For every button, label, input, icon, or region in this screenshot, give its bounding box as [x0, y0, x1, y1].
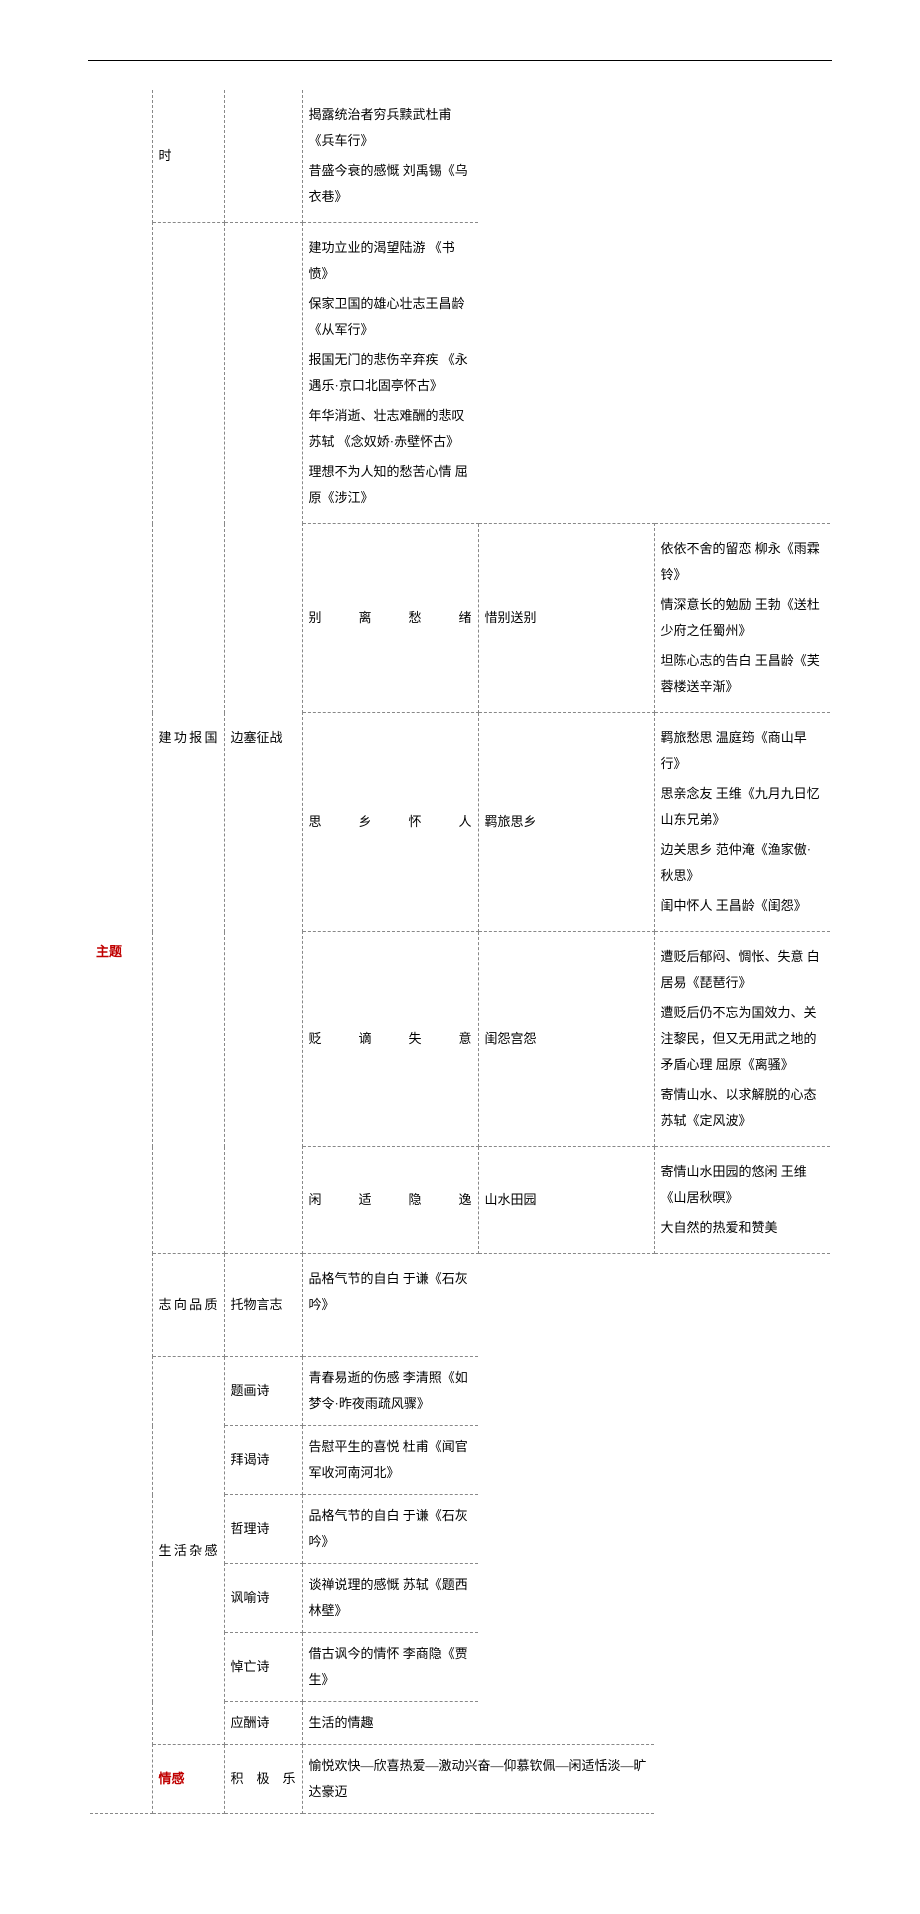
emotion-label: 情感 [159, 1771, 185, 1786]
theme-label: 主题 [96, 944, 122, 959]
content-cell: 愉悦欢快—欣喜热爱—激动兴奋—仰慕钦佩—闲适恬淡—旷达豪迈 [302, 1745, 654, 1814]
content-line: 保家卫国的雄心壮志王昌龄 《从军行》 [309, 291, 473, 343]
content-cell: 羁旅愁思 温庭筠《商山早行》 思亲念友 王维《九月九日忆山东兄弟》 边关思乡 范… [654, 713, 830, 932]
content-line: 昔盛今衰的感慨 刘禹锡《乌衣巷》 [309, 158, 473, 210]
subcategory-cell: 哲理诗 [224, 1495, 302, 1564]
content-line: 思亲念友 王维《九月九日忆山东兄弟》 [661, 781, 825, 833]
category-cell: 积极乐 [224, 1745, 302, 1814]
table-row: 建功报国 边塞征战 建功立业的渴望陆游 《书愤》 保家卫国的雄心壮志王昌龄 《从… [90, 223, 830, 524]
content-cell: 依依不舍的留恋 柳永《雨霖铃》 情深意长的勉励 王勃《送杜少府之任蜀州》 坦陈心… [654, 524, 830, 713]
subcategory-cell: 边塞征战 [224, 223, 302, 1254]
document-page: 主题 时 揭露统治者穷兵黩武杜甫《兵车行》 昔盛今衰的感慨 刘禹锡《乌衣巷》 建… [0, 0, 920, 1914]
content-line: 遭贬后仍不忘为国效力、关注黎民，但又无用武之地的矛盾心理 屈原《离骚》 [661, 1000, 825, 1078]
subcategory-cell: 羁旅思乡 [478, 713, 654, 932]
content-line: 羁旅愁思 温庭筠《商山早行》 [661, 725, 825, 777]
content-cell: 遭贬后郁闷、惆怅、失意 白居易《琵琶行》 遭贬后仍不忘为国效力、关注黎民，但又无… [654, 932, 830, 1147]
category-cell: 生活杂感 [152, 1357, 224, 1745]
subcategory-cell: 山水田园 [478, 1147, 654, 1254]
content-cell: 借古讽今的情怀 李商隐《贾生》 [302, 1633, 478, 1702]
content-cell: 寄情山水田园的悠闲 王维《山居秋暝》 大自然的热爱和赞美 [654, 1147, 830, 1254]
category-cell: 志向品质 [152, 1254, 224, 1357]
content-line: 建功立业的渴望陆游 《书愤》 [309, 235, 473, 287]
table-row: 生活杂感 题画诗 青春易逝的伤感 李清照《如梦令·昨夜雨疏风骤》 [90, 1357, 830, 1426]
content-line: 理想不为人知的愁苦心情 屈原《涉江》 [309, 459, 473, 511]
category-cell: 贬谪失意 [302, 932, 478, 1147]
subcategory-cell: 讽喻诗 [224, 1564, 302, 1633]
content-line: 依依不舍的留恋 柳永《雨霖铃》 [661, 536, 825, 588]
subcategory-cell [224, 90, 302, 223]
category-cell: 思乡怀人 [302, 713, 478, 932]
content-line: 坦陈心志的告白 王昌龄《芙蓉楼送辛渐》 [661, 648, 825, 700]
category-cell: 别离愁绪 [302, 524, 478, 713]
content-line: 情深意长的勉励 王勃《送杜少府之任蜀州》 [661, 592, 825, 644]
category-cell: 建功报国 [152, 223, 224, 1254]
classification-table: 主题 时 揭露统治者穷兵黩武杜甫《兵车行》 昔盛今衰的感慨 刘禹锡《乌衣巷》 建… [90, 90, 830, 1814]
content-line: 报国无门的悲伤辛弃疾 《永遇乐·京口北固亭怀古》 [309, 347, 473, 399]
content-cell: 青春易逝的伤感 李清照《如梦令·昨夜雨疏风骤》 [302, 1357, 478, 1426]
subcategory-cell: 托物言志 [224, 1254, 302, 1357]
content-line: 揭露统治者穷兵黩武杜甫《兵车行》 [309, 102, 473, 154]
subcategory-cell: 拜谒诗 [224, 1426, 302, 1495]
content-line: 遭贬后郁闷、惆怅、失意 白居易《琵琶行》 [661, 944, 825, 996]
table-row: 志向品质 托物言志 品格气节的自白 于谦《石灰吟》 [90, 1254, 830, 1357]
content-cell: 告慰平生的喜悦 杜甫《闻官军收河南河北》 [302, 1426, 478, 1495]
content-line: 寄情山水田园的悠闲 王维《山居秋暝》 [661, 1159, 825, 1211]
content-cell: 揭露统治者穷兵黩武杜甫《兵车行》 昔盛今衰的感慨 刘禹锡《乌衣巷》 [302, 90, 478, 223]
subcategory-cell: 题画诗 [224, 1357, 302, 1426]
content-cell: 品格气节的自白 于谦《石灰吟》 [302, 1495, 478, 1564]
category-cell: 闲适隐逸 [302, 1147, 478, 1254]
content-line: 年华消逝、壮志难酬的悲叹苏轼 《念奴娇·赤壁怀古》 [309, 403, 473, 455]
subcategory-cell: 闺怨宫怨 [478, 932, 654, 1147]
subcategory-cell: 惜别送别 [478, 524, 654, 713]
content-line: 寄情山水、以求解脱的心态 苏轼《定风波》 [661, 1082, 825, 1134]
subcategory-cell: 应酬诗 [224, 1702, 302, 1745]
content-cell: 谈禅说理的感慨 苏轼《题西林壁》 [302, 1564, 478, 1633]
content-cell: 建功立业的渴望陆游 《书愤》 保家卫国的雄心壮志王昌龄 《从军行》 报国无门的悲… [302, 223, 478, 524]
content-line: 大自然的热爱和赞美 [661, 1215, 825, 1241]
category-cell: 时 [152, 90, 224, 223]
content-line: 品格气节的自白 于谦《石灰吟》 [309, 1266, 473, 1318]
content-cell: 品格气节的自白 于谦《石灰吟》 [302, 1254, 478, 1357]
content-cell: 生活的情趣 [302, 1702, 478, 1745]
content-line: 闺中怀人 王昌龄《闺怨》 [661, 893, 825, 919]
table-row: 情感 积极乐 愉悦欢快—欣喜热爱—激动兴奋—仰慕钦佩—闲适恬淡—旷达豪迈 [90, 1745, 830, 1814]
content-line: 边关思乡 范仲淹《渔家傲·秋思》 [661, 837, 825, 889]
table-row: 主题 时 揭露统治者穷兵黩武杜甫《兵车行》 昔盛今衰的感慨 刘禹锡《乌衣巷》 [90, 90, 830, 223]
subcategory-cell: 悼亡诗 [224, 1633, 302, 1702]
